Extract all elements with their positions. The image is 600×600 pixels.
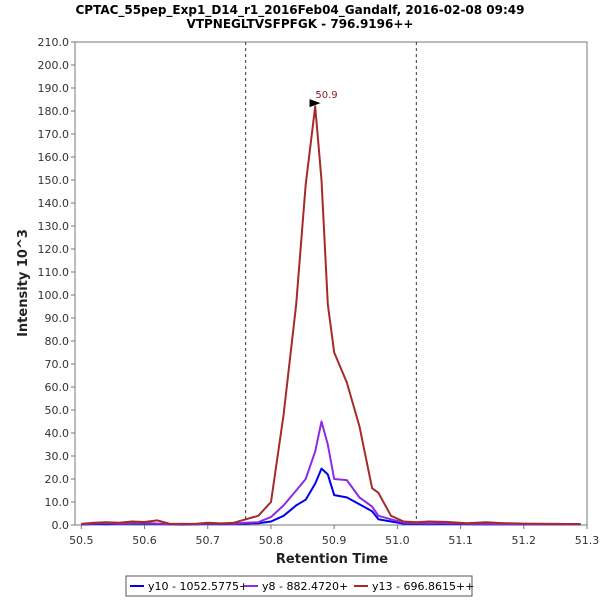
- x-tick-label: 50.7: [195, 534, 220, 547]
- y-tick-label: 90.0: [45, 312, 70, 325]
- chart-subtitle: VTPNEGLTVSFPFGK - 796.9196++: [187, 17, 414, 31]
- x-tick-label: 50.5: [69, 534, 94, 547]
- y-tick-label: 140.0: [38, 197, 70, 210]
- y-tick-label: 0.0: [52, 519, 70, 532]
- y-tick-label: 120.0: [38, 243, 70, 256]
- y-tick-label: 150.0: [38, 174, 70, 187]
- y-tick-label: 40.0: [45, 427, 70, 440]
- y-tick-label: 190.0: [38, 82, 70, 95]
- y-tick-label: 60.0: [45, 381, 70, 394]
- plot-area: 0.0 10.0 20.0 30.0 40.0 50.0 60.0 70.0 80.0 90.0 1…: [38, 36, 600, 547]
- series-line-y13: [81, 105, 581, 526]
- x-tick-label: 51.3: [575, 534, 600, 547]
- chart-title: CPTAC_55pep_Exp1_D14_r1_2016Feb04_Gandal…: [75, 3, 524, 18]
- x-tick-label: 51.0: [385, 534, 410, 547]
- x-tick-label: 50.6: [132, 534, 157, 547]
- y-tick-label: 20.0: [45, 473, 70, 486]
- y-tick-label: 110.0: [38, 266, 70, 279]
- y-tick-label: 80.0: [45, 335, 70, 348]
- y-tick-label: 50.0: [45, 404, 70, 417]
- plot-frame: [74, 41, 588, 526]
- y-tick-label: 210.0: [38, 36, 70, 49]
- x-axis-label: Retention Time: [276, 552, 388, 567]
- y-tick-label: 100.0: [38, 289, 70, 302]
- x-tick-label: 51.2: [512, 534, 537, 547]
- peak-marker-arrow: [309, 99, 321, 108]
- legend-entry: y13 - 696.8615++: [372, 580, 474, 593]
- y-tick-label: 180.0: [38, 105, 70, 118]
- x-tick-label: 51.1: [448, 534, 473, 547]
- x-tick-label: 50.9: [322, 534, 347, 547]
- y-tick-label: 10.0: [45, 496, 70, 509]
- legend-box: [125, 575, 473, 597]
- y-tick-label: 160.0: [38, 151, 70, 164]
- y-axis-label: Intensity 10^3: [16, 229, 31, 337]
- legend-entry: y8 - 882.4720+: [262, 580, 348, 593]
- y-tick-label: 70.0: [45, 358, 70, 371]
- legend: y10 - 1052.5775+ y8 - 882.4720+ y13 - 696.…: [125, 575, 474, 597]
- series-line-y8: [81, 420, 581, 526]
- x-tick-label: 50.8: [259, 534, 284, 547]
- y-tick-label: 170.0: [38, 128, 70, 141]
- y-tick-label: 200.0: [38, 59, 70, 72]
- y-tick-label: 130.0: [38, 220, 70, 233]
- legend-entry: y10 - 1052.5775+: [148, 580, 248, 593]
- y-tick-label: 30.0: [45, 450, 70, 463]
- peak-annotation-label: 50.9: [315, 90, 337, 101]
